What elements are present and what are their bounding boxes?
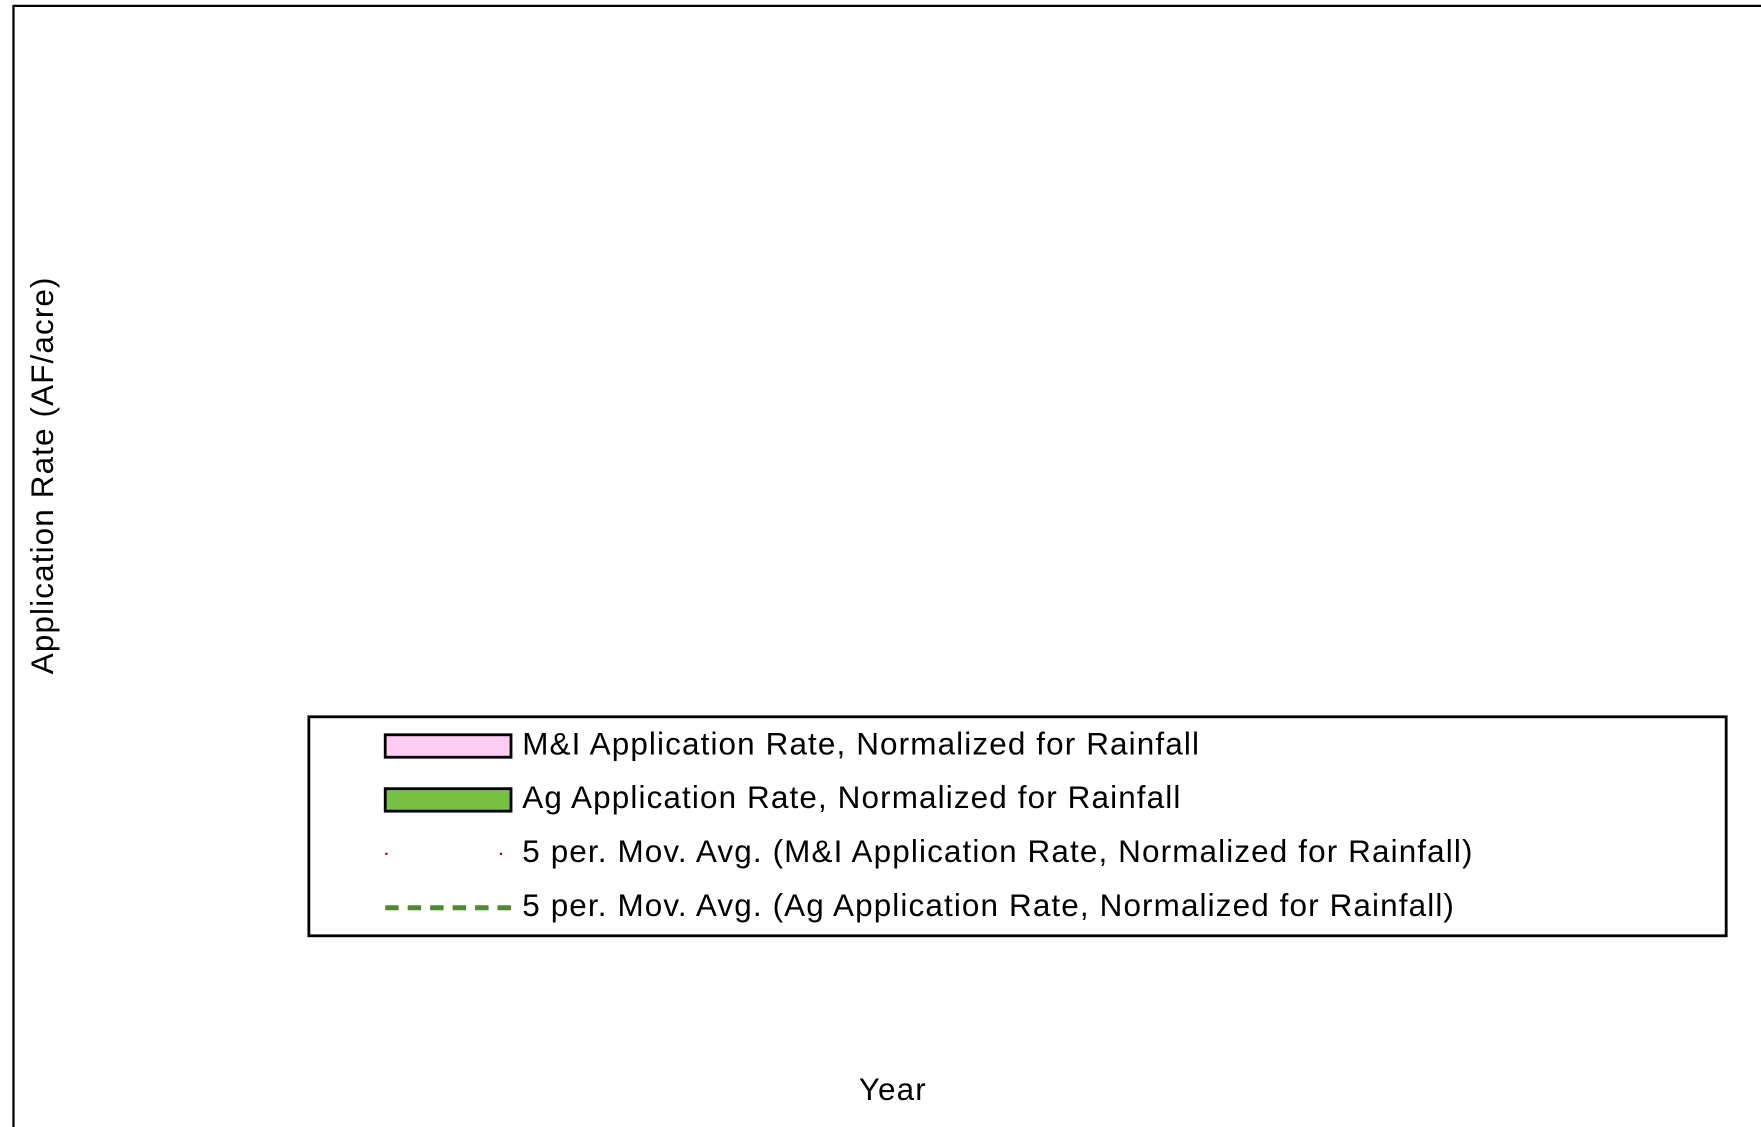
x-axis-label: Year <box>859 1072 927 1107</box>
legend-swatch <box>383 733 513 759</box>
y-axis-label: Application Rate (AF/acre) <box>25 276 60 674</box>
legend-swatch <box>383 787 513 813</box>
chart-border <box>12 4 1761 1127</box>
legend: M&I Application Rate, Normalized for Rai… <box>307 715 1728 938</box>
legend-label: 5 per. Mov. Avg. (M&I Application Rate, … <box>522 834 1473 869</box>
legend-label: 5 per. Mov. Avg. (Ag Application Rate, N… <box>522 888 1455 923</box>
legend-label: Ag Application Rate, Normalized for Rain… <box>522 780 1181 815</box>
legend-box <box>307 715 1728 938</box>
legend-label: M&I Application Rate, Normalized for Rai… <box>522 726 1200 761</box>
